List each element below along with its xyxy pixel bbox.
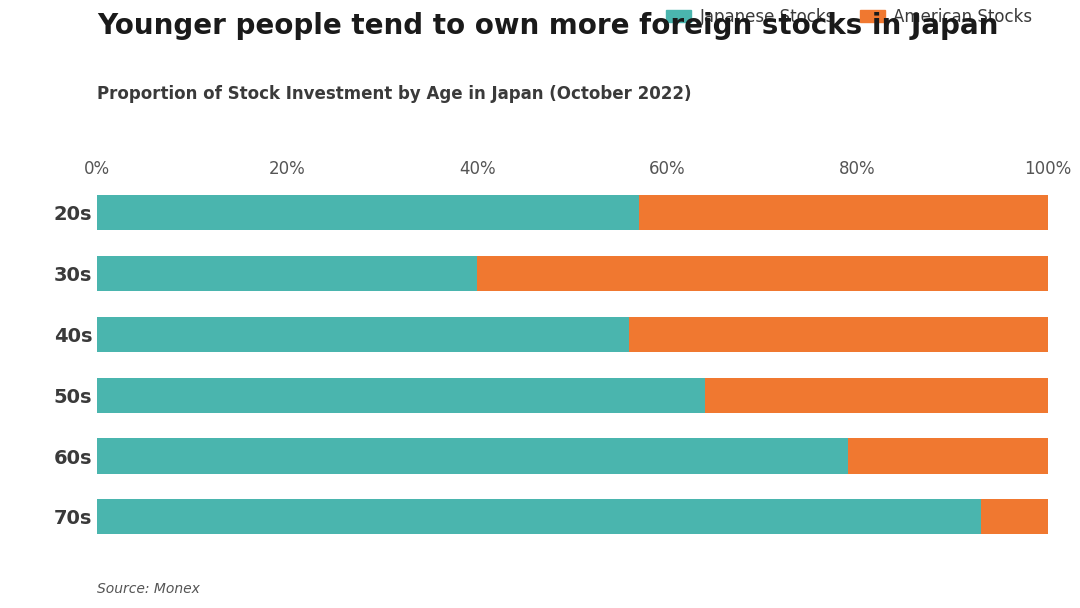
- Bar: [630, 317, 1048, 352]
- Bar: [981, 499, 1048, 534]
- Bar: [97, 317, 630, 352]
- Bar: [97, 256, 477, 291]
- Bar: [477, 256, 1048, 291]
- Bar: [705, 378, 1048, 413]
- Bar: [97, 378, 705, 413]
- Bar: [639, 195, 1048, 230]
- Text: Source: Monex: Source: Monex: [97, 582, 200, 596]
- Legend: Japanese Stocks, American Stocks: Japanese Stocks, American Stocks: [660, 1, 1039, 32]
- Bar: [97, 438, 848, 474]
- Text: Proportion of Stock Investment by Age in Japan (October 2022): Proportion of Stock Investment by Age in…: [97, 85, 691, 103]
- Text: Younger people tend to own more foreign stocks in Japan: Younger people tend to own more foreign …: [97, 12, 999, 40]
- Bar: [848, 438, 1048, 474]
- Bar: [97, 195, 639, 230]
- Bar: [97, 499, 981, 534]
